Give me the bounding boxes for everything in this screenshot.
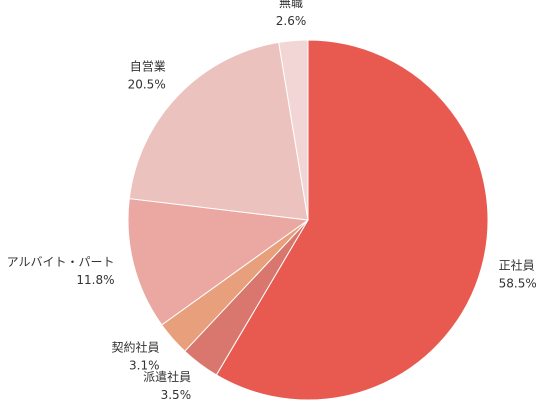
pie-slice <box>215 39 489 401</box>
slice-label: 派遣社員 <box>143 369 191 384</box>
slice-value-label: 2.6% <box>276 14 307 28</box>
slice-value-label: 20.5% <box>128 78 166 92</box>
slice-value-label: 58.5% <box>499 276 536 290</box>
slice-label: アルバイト・パート <box>7 255 115 269</box>
slice-label: 正社員 <box>499 257 535 272</box>
slice-value-label: 3.5% <box>161 388 192 401</box>
slice-value-label: 3.1% <box>129 359 160 373</box>
slice-label: 契約社員 <box>112 340 160 355</box>
pie-slice <box>278 39 309 221</box>
slice-label: 自営業 <box>130 60 166 74</box>
pie-slice <box>128 41 309 221</box>
slice-label: 無職 <box>279 0 303 10</box>
pie-slice <box>127 198 310 326</box>
slice-value-label: 11.8% <box>76 273 114 287</box>
